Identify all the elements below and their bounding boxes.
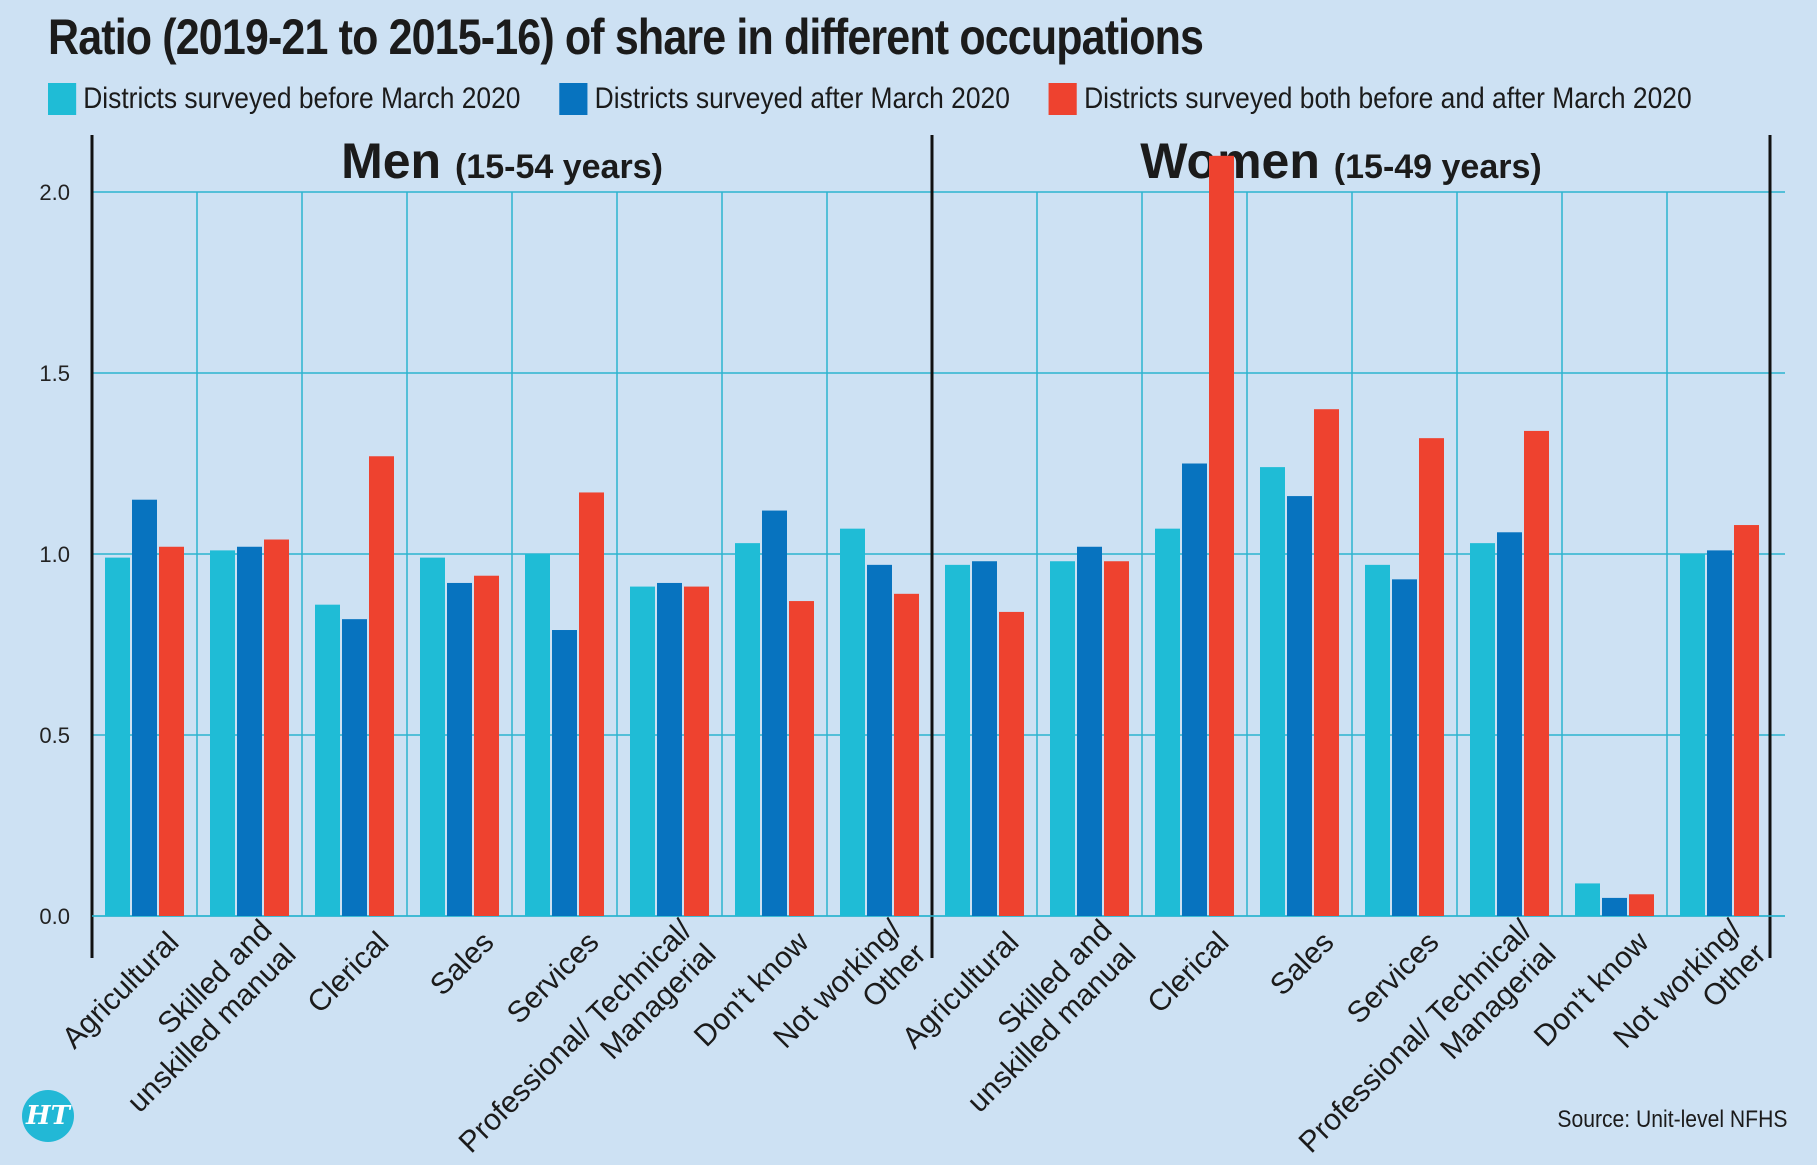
bar-women-before [1575,883,1600,916]
bar-women-after [1077,546,1102,916]
bar-men-after [447,582,472,916]
category-label-line: Clerical [1141,926,1235,1020]
bar-men-after [237,546,262,916]
category-label: Skilled andunskilled manual [97,914,302,1119]
bar-men-both [369,456,394,916]
legend: Districts surveyed before March 2020 Dis… [48,82,1723,123]
bar-women-before [1155,528,1180,916]
bar-women-after [1182,463,1207,916]
bar-women-before [945,564,970,916]
legend-item-both[interactable]: Districts surveyed both before and after… [1048,82,1692,116]
category-label: Clerical [301,926,395,1020]
bar-men-both [264,539,289,916]
bar-women-after [1497,532,1522,916]
y-tick-label: 2.0 [39,180,70,205]
category-label: Clerical [1141,926,1235,1020]
y-tick-label: 1.0 [39,542,70,567]
y-tick-label: 0.5 [39,723,70,748]
panel-title-men: Men (15-54 years) [341,133,663,189]
panel-title-subtitle: (15-49 years) [1334,148,1542,186]
legend-label-both: Districts surveyed both before and after… [1084,82,1692,115]
bar-men-after [552,630,577,916]
category-label-line: Clerical [301,926,395,1020]
bar-women-both [1209,155,1234,917]
bar-men-both [894,593,919,916]
category-label-line: Sales [424,926,500,1002]
bar-women-both [1314,409,1339,916]
bar-men-after [342,619,367,916]
bar-men-before [420,557,445,916]
panel-title-main: Women [1140,133,1334,189]
bar-women-before [1260,467,1285,916]
legend-item-before[interactable]: Districts surveyed before March 2020 [48,82,520,116]
bar-men-before [315,604,340,916]
y-tick-label: 0.0 [39,904,70,929]
bar-men-both [579,492,604,916]
chart-title: Ratio (2019-21 to 2015-16) of share in d… [48,9,1204,65]
category-label-line: Sales [1264,926,1340,1002]
panel-title-women: Women (15-49 years) [1140,133,1541,189]
bar-men-both [474,575,499,916]
bar-women-before [1050,561,1075,916]
bar-men-before [105,557,130,916]
bar-men-before [210,550,235,916]
bar-men-after [132,499,157,916]
bar-women-both [1524,430,1549,916]
category-label: Skilled andunskilled manual [937,914,1142,1119]
bar-women-both [1419,438,1444,916]
bar-women-both [1734,525,1759,916]
bar-women-after [1392,579,1417,916]
y-tick-label: 1.5 [39,361,70,386]
bar-men-before [525,554,550,916]
bar-women-both [1104,561,1129,916]
bar-men-after [867,564,892,916]
source-note: Source: Unit-level NFHS [1556,1106,1787,1133]
bar-men-before [840,528,865,916]
ht-logo: HT [22,1090,74,1142]
legend-swatch-after [559,83,588,115]
legend-label-before: Districts surveyed before March 2020 [83,82,521,115]
category-label: Sales [1264,926,1340,1002]
bar-men-after [762,510,787,916]
bar-men-both [684,586,709,916]
bar-men-both [789,601,814,916]
category-label-line: Agricultural [56,926,185,1055]
bar-women-before [1680,554,1705,916]
bar-women-after [1707,550,1732,916]
legend-swatch-both [1048,83,1078,115]
panel-title-subtitle: (15-54 years) [455,148,663,186]
bar-men-before [735,543,760,916]
bar-men-after [657,582,682,916]
category-label: Sales [424,926,500,1002]
legend-swatch-before [48,83,77,115]
legend-label-after: Districts surveyed after March 2020 [594,82,1010,115]
bar-women-both [999,611,1024,916]
bar-women-after [1287,496,1312,916]
category-label: Agricultural [56,926,185,1055]
bar-women-after [1602,897,1627,916]
bar-men-both [159,546,184,916]
bar-women-before [1470,543,1495,916]
bar-men-before [630,586,655,916]
bar-women-before [1365,564,1390,916]
bar-women-both [1629,894,1654,916]
panel-title-main: Men [341,133,455,189]
bar-women-after [972,561,997,916]
legend-item-after[interactable]: Districts surveyed after March 2020 [559,82,1010,116]
